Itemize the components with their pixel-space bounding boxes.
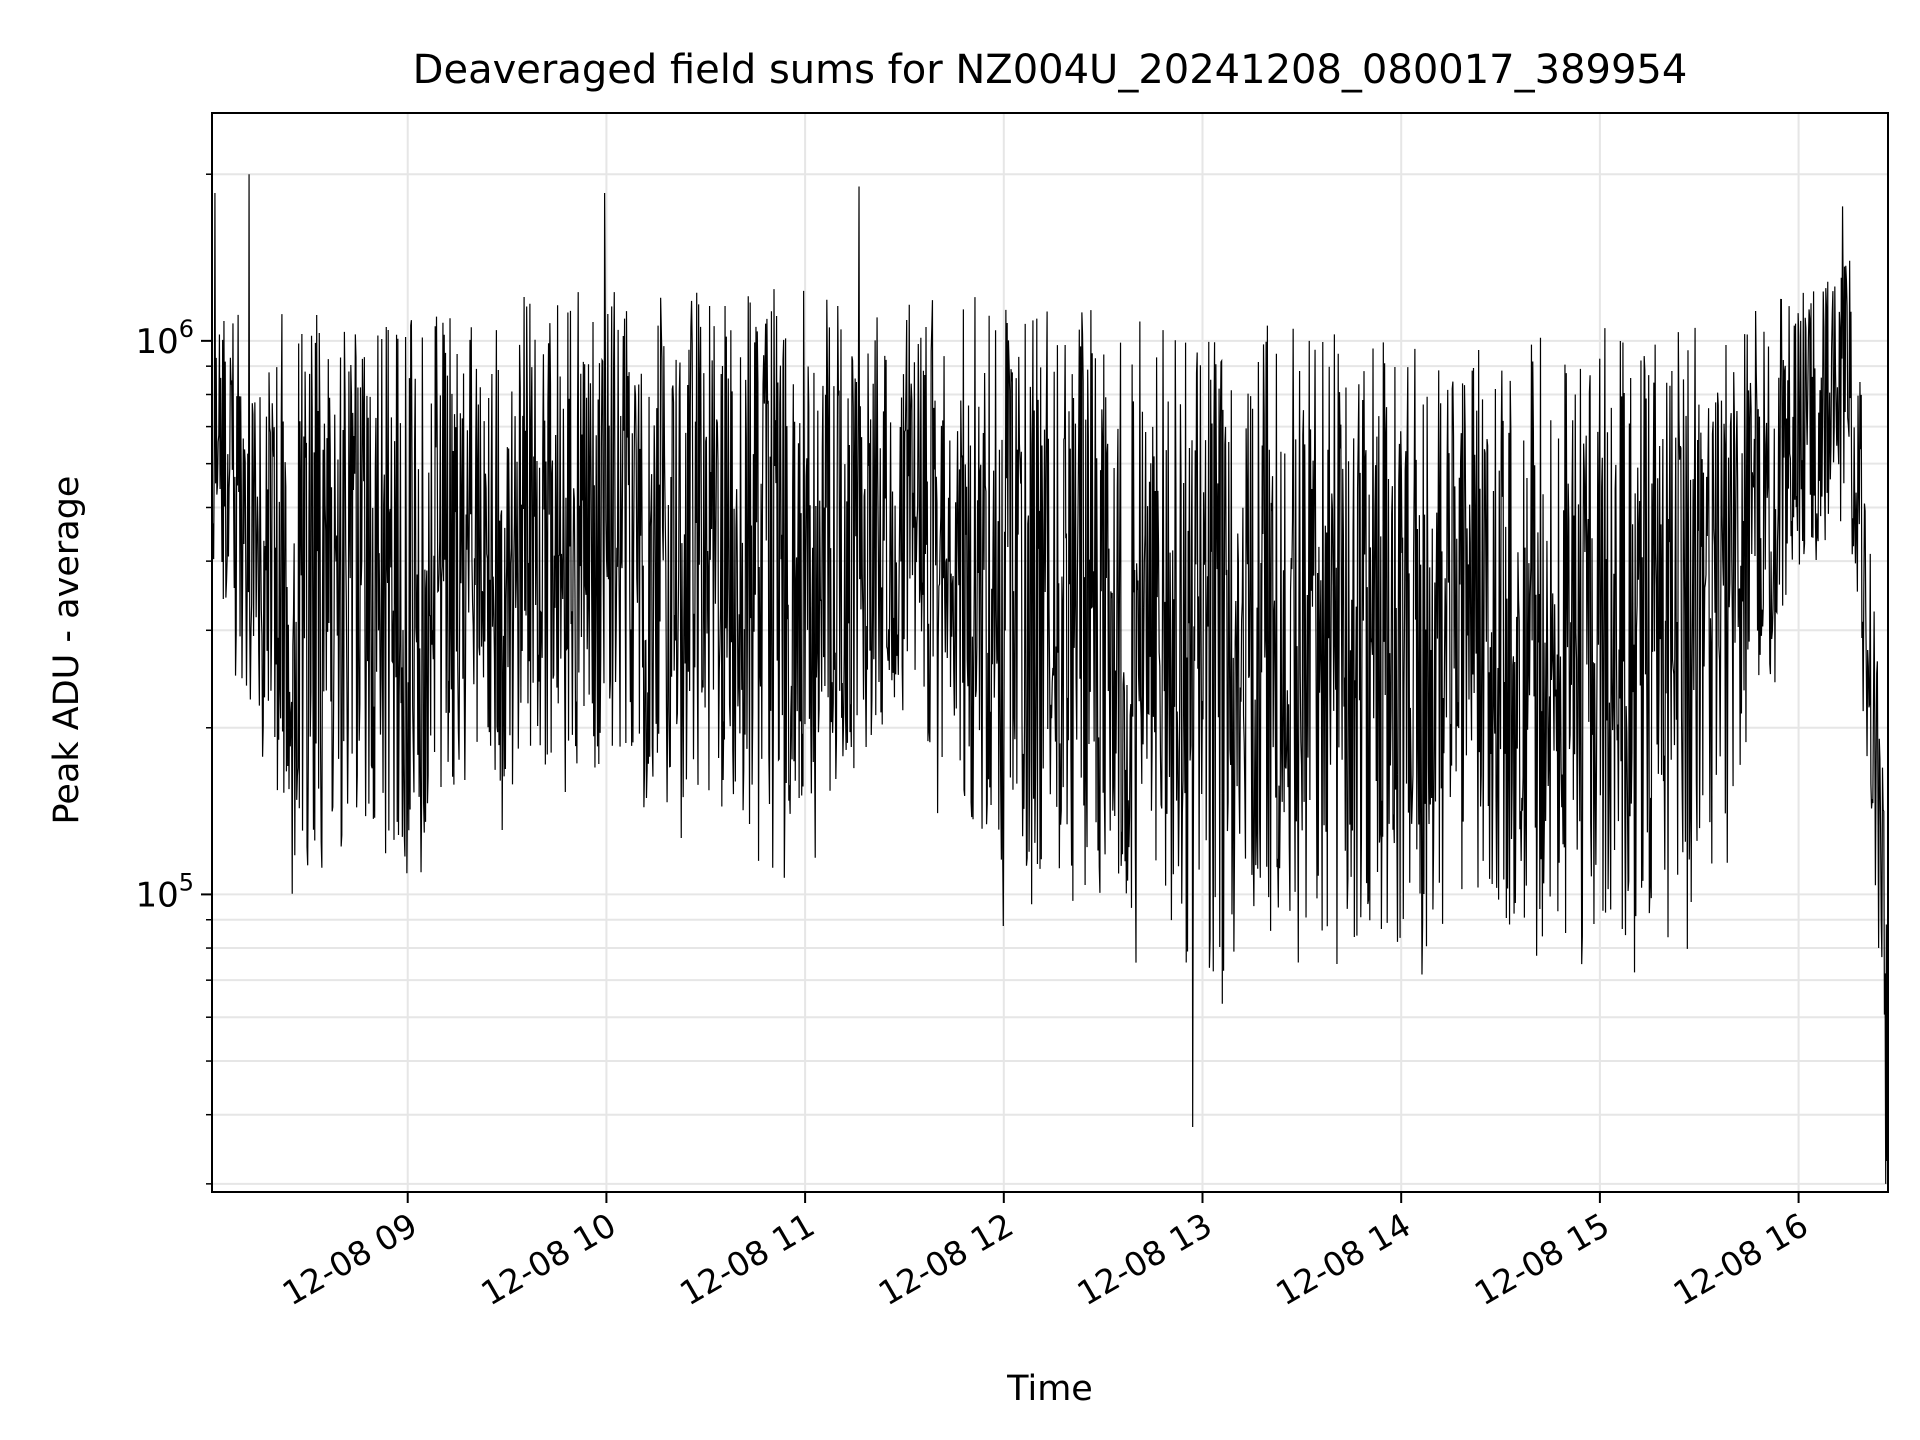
y-tick-layer: 105 106 xyxy=(135,173,212,1185)
series-line xyxy=(212,174,1888,1184)
y-tick-label: 106 xyxy=(135,315,194,362)
chart-title: Deaveraged field sums for NZ004U_2024120… xyxy=(413,47,1688,93)
x-axis-label: Time xyxy=(1006,1369,1093,1409)
y-axis-label: Peak ADU - average xyxy=(47,476,87,825)
grid-layer xyxy=(212,113,1888,1192)
series-layer xyxy=(212,174,1888,1184)
plot-frame xyxy=(211,112,1889,1193)
y-tick-label: 105 xyxy=(135,868,194,915)
